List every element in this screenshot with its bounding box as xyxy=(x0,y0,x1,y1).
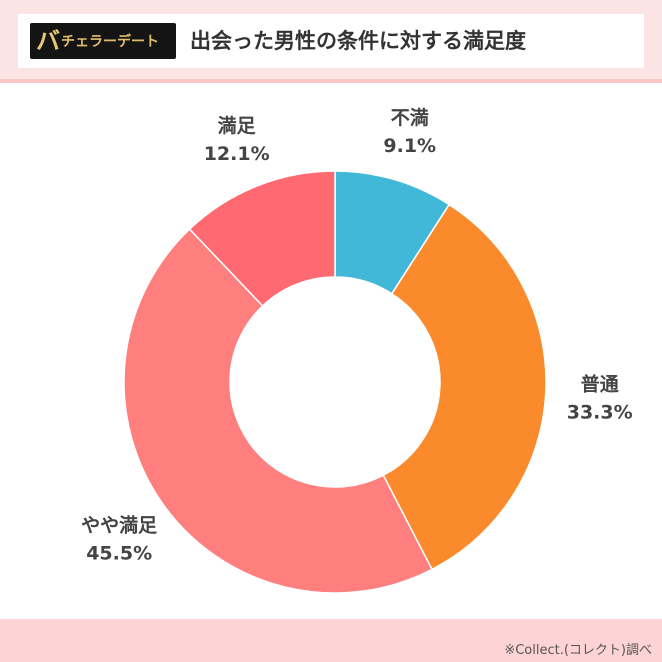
brand-logo: バ チェラーデート xyxy=(30,23,176,59)
slice-label-2: やや満足 xyxy=(81,515,158,537)
page-title: 出会った男性の条件に対する満足度 xyxy=(190,29,526,53)
donut-slice-3 xyxy=(188,170,336,307)
source-note: ※Collect.(コレクト)調べ xyxy=(504,643,652,658)
slice-value-label-2: 45.5% xyxy=(86,543,152,565)
header-band: バ チェラーデート 出会った男性の条件に対する満足度 xyxy=(0,0,662,83)
brand-logo-initial: バ xyxy=(36,26,60,55)
slice-value-label-0: 9.1% xyxy=(383,135,436,157)
slice-value-label-1: 33.3% xyxy=(567,401,633,423)
donut-slice-1 xyxy=(382,203,547,571)
brand-logo-text: チェラーデート xyxy=(61,34,159,50)
header-bar: バ チェラーデート 出会った男性の条件に対する満足度 xyxy=(18,14,644,68)
footer-band: ※Collect.(コレクト)調べ xyxy=(0,619,662,662)
slice-label-3: 満足 xyxy=(218,115,257,137)
slice-label-0: 不満 xyxy=(391,107,429,129)
slice-label-1: 普通 xyxy=(581,372,620,395)
slice-value-label-3: 12.1% xyxy=(204,143,270,165)
donut-slice-2 xyxy=(123,228,433,594)
